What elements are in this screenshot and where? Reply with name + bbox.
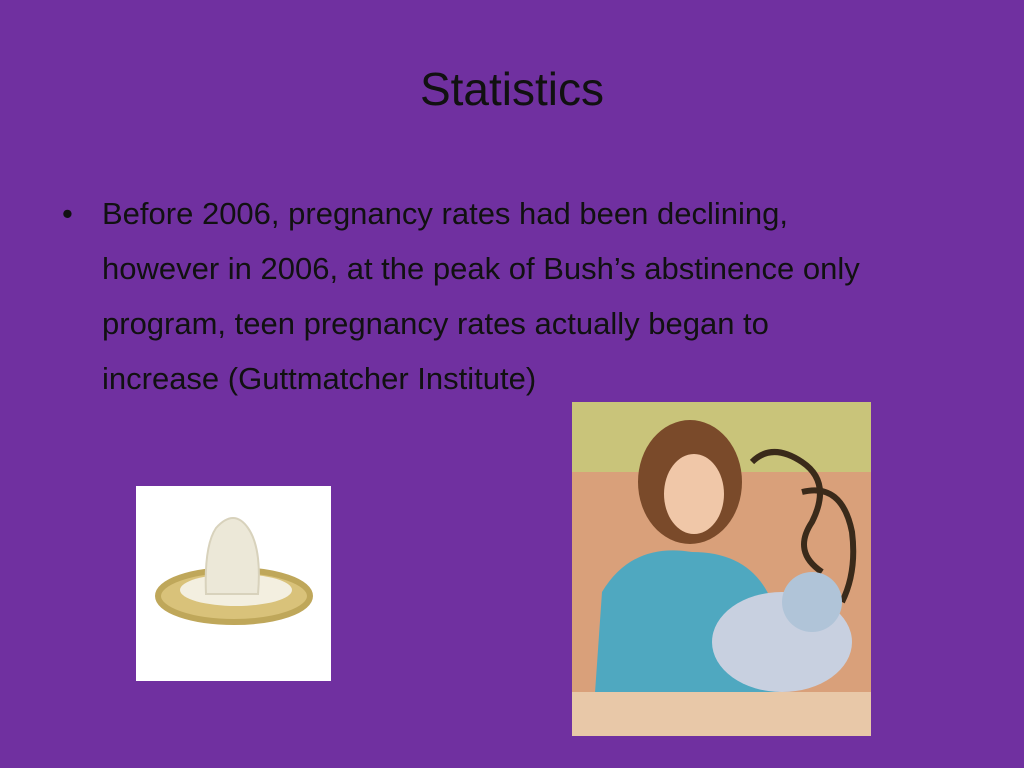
bullet-list: Before 2006, pregnancy rates had been de… bbox=[60, 186, 890, 406]
mother-baby-photo bbox=[572, 402, 871, 736]
bullet: Before 2006, pregnancy rates had been de… bbox=[60, 186, 890, 406]
slide-title: Statistics bbox=[419, 63, 605, 115]
condom-image bbox=[136, 486, 331, 681]
